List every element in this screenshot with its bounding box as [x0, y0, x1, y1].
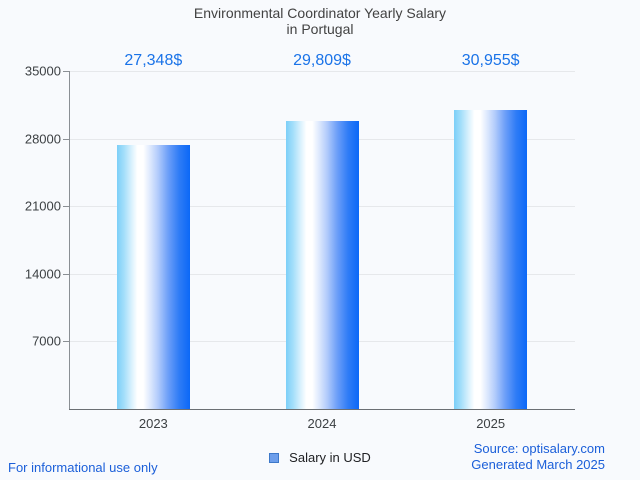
- bar-value-label: 30,955$: [461, 52, 520, 69]
- chart-title-line2: in Portugal: [286, 21, 354, 37]
- source-link[interactable]: Source: optisalary.com: [473, 441, 605, 456]
- bar: [285, 121, 359, 409]
- chart-title: Environmental Coordinator Yearly Salary …: [0, 5, 640, 37]
- bar-value-label: 29,809$: [293, 52, 351, 69]
- y-axis-label: 35000: [24, 63, 61, 79]
- y-axis-tick: [63, 71, 69, 72]
- y-axis-label: 7000: [32, 333, 61, 349]
- y-axis-tick: [63, 273, 69, 275]
- y-axis-label: 28000: [24, 131, 61, 147]
- disclaimer-text: For informational use only: [8, 460, 158, 475]
- y-axis-tick: [63, 206, 69, 208]
- legend: Salary in USD: [0, 450, 640, 465]
- generated-date-text: Generated March 2025: [471, 457, 605, 472]
- y-axis-label: 21000: [24, 198, 61, 214]
- gridline: [69, 71, 575, 72]
- legend-label: Salary in USD: [289, 450, 371, 465]
- x-axis-baseline: [69, 409, 575, 410]
- x-axis-label: 2024: [307, 416, 337, 431]
- bar: [116, 144, 190, 409]
- y-axis-tick: [63, 341, 69, 343]
- y-axis-label: 14000: [24, 266, 61, 282]
- y-axis-line: [69, 71, 70, 409]
- bar: [454, 110, 528, 409]
- y-axis-tick: [63, 138, 69, 140]
- footer-attribution: Source: optisalary.com Generated March 2…: [471, 441, 605, 473]
- bar-value-label: 27,348$: [124, 52, 183, 69]
- legend-swatch-icon: [269, 452, 280, 463]
- x-axis-label: 2025: [476, 416, 506, 431]
- chart-title-line1: Environmental Coordinator Yearly Salary: [193, 5, 447, 21]
- x-axis-label: 2023: [138, 416, 168, 431]
